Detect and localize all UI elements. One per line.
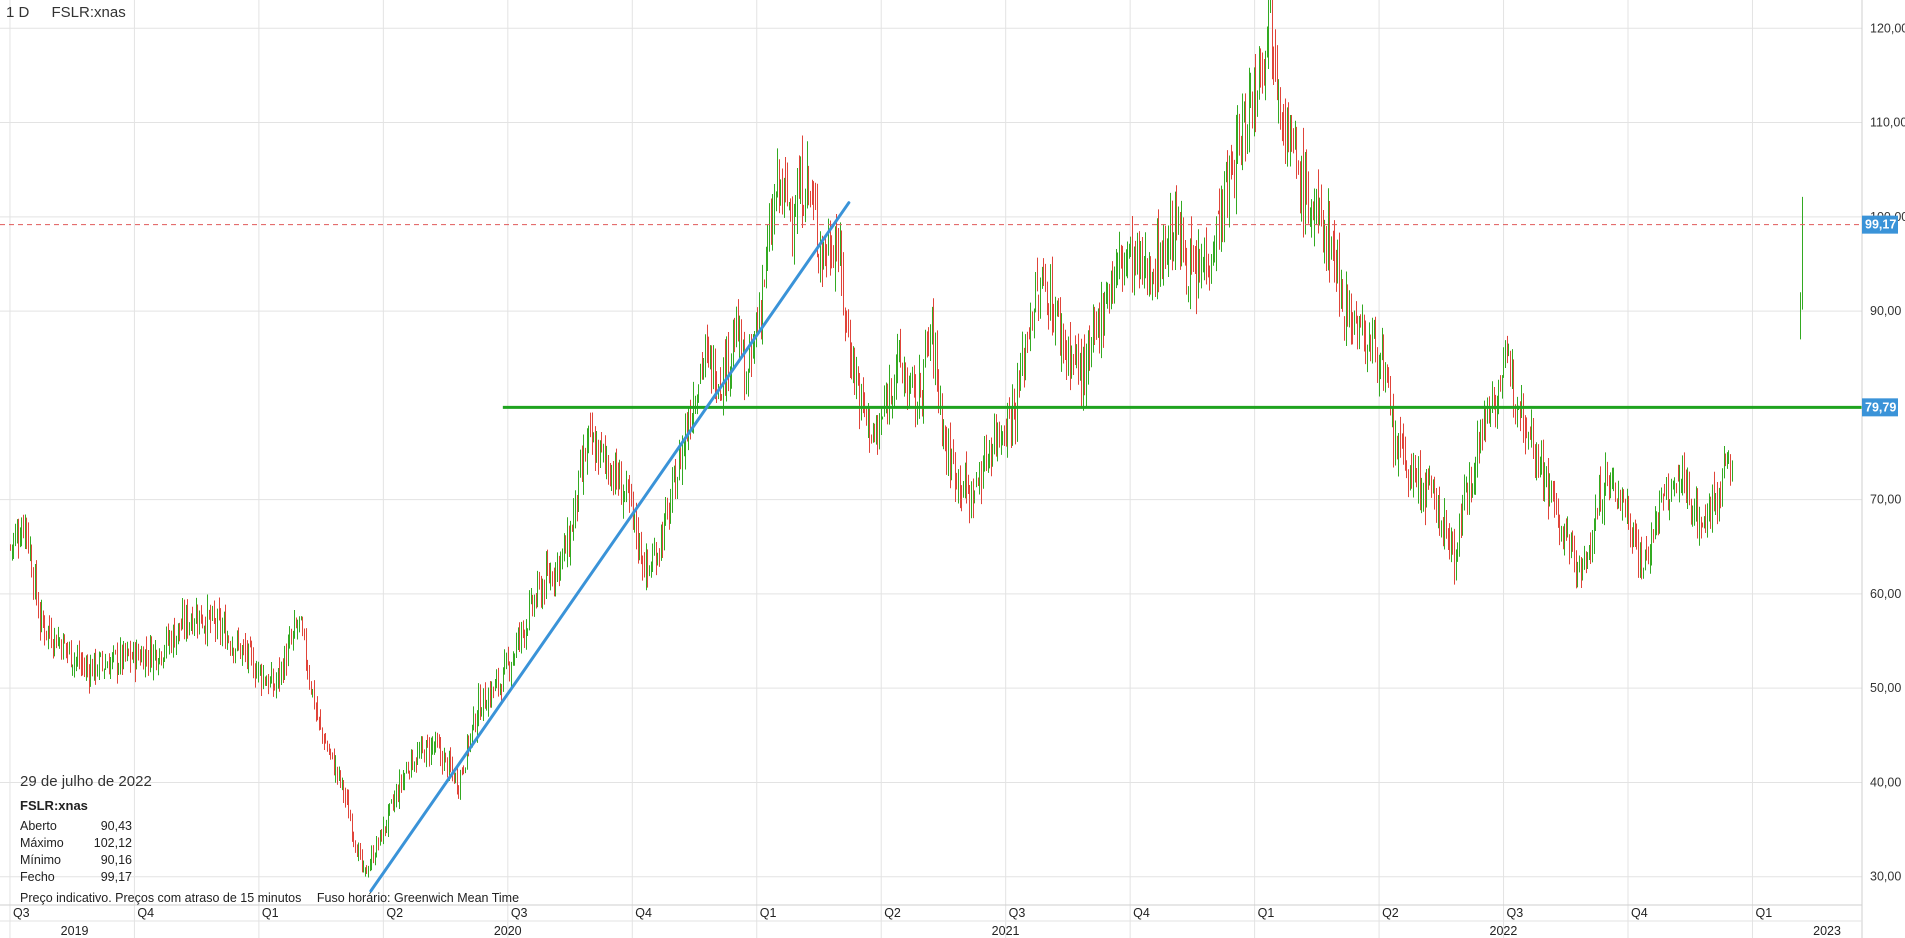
footer-note: Preço indicativo. Preços com atraso de 1… xyxy=(20,891,531,905)
ohlc-table: Aberto 90,43 Máximo 102,12 Mínimo 90,16 Fec… xyxy=(20,818,132,886)
x-quarter-label: Q4 xyxy=(137,906,154,920)
x-year-label: 2020 xyxy=(494,924,522,938)
x-quarter-label: Q1 xyxy=(760,906,777,920)
x-quarter-label: Q4 xyxy=(1133,906,1150,920)
y-tick-label: 120,00 xyxy=(1870,21,1905,35)
delay-note: Preço indicativo. Preços com atraso de 1… xyxy=(20,891,302,905)
x-quarter-label: Q2 xyxy=(884,906,901,920)
symbol-label[interactable]: FSLR:xnas xyxy=(51,4,126,21)
ohlc-row-high: Máximo 102,12 xyxy=(20,836,132,850)
x-quarter-label: Q3 xyxy=(511,906,528,920)
support-price-badge xyxy=(1862,398,1898,417)
x-year-label: 2021 xyxy=(992,924,1020,938)
y-tick-label: 30,00 xyxy=(1870,870,1901,884)
ohlc-info-panel: 29 de julho de 2022 FSLR:xnas Aberto 90,4… xyxy=(20,773,152,886)
interval-label[interactable]: 1 D xyxy=(6,4,30,21)
ohlc-bars xyxy=(10,0,1803,878)
ohlc-row-open: Aberto 90,43 xyxy=(20,819,132,833)
price-axis[interactable]: 120,00110,00100,0090,0070,0060,0050,0040… xyxy=(1861,0,1905,938)
x-quarter-label: Q3 xyxy=(13,906,30,920)
x-quarter-label: Q1 xyxy=(1258,906,1275,920)
info-date: 29 de julho de 2022 xyxy=(20,773,152,790)
ohlc-row-close: Fecho 99,17 xyxy=(20,870,132,884)
y-tick-label: 40,00 xyxy=(1870,775,1901,789)
chart-grid xyxy=(0,0,1862,938)
y-tick-label: 90,00 xyxy=(1870,304,1901,318)
y-tick-label: 70,00 xyxy=(1870,493,1901,507)
x-year-label: 2019 xyxy=(61,924,89,938)
y-tick-label: 50,00 xyxy=(1870,681,1901,695)
x-quarter-label: Q4 xyxy=(635,906,652,920)
y-tick-label: 60,00 xyxy=(1870,587,1901,601)
info-symbol: FSLR:xnas xyxy=(20,798,88,813)
x-quarter-label: Q4 xyxy=(1631,906,1648,920)
x-quarter-label: Q2 xyxy=(386,906,403,920)
current-price-label: 99,17 xyxy=(1865,218,1896,232)
drawings xyxy=(0,201,1862,893)
x-quarter-label: Q1 xyxy=(262,906,279,920)
current-price-badge xyxy=(1862,215,1898,234)
trendline xyxy=(369,201,851,893)
support-price-label: 79,79 xyxy=(1865,400,1896,414)
chart-header: 1 D FSLR:xnas xyxy=(6,4,144,21)
x-quarter-label: Q3 xyxy=(1009,906,1026,920)
x-year-label: 2022 xyxy=(1490,924,1518,938)
timezone-note: Fuso horário: Greenwich Mean Time xyxy=(316,891,520,905)
x-quarter-label: Q2 xyxy=(1382,906,1399,920)
x-year-label: 2023 xyxy=(1813,924,1841,938)
x-quarter-label: Q1 xyxy=(1755,906,1772,920)
ohlc-row-low: Mínimo 90,16 xyxy=(20,853,132,867)
time-axis[interactable]: Q3 Q4 Q1 Q2 Q3 Q4 Q1 Q2 Q3 Q4 Q1 Q2 Q3 Q4 Q1 2019 2020 20… xyxy=(0,904,1862,938)
y-tick-label: 110,00 xyxy=(1870,116,1905,130)
x-quarter-label: Q3 xyxy=(1507,906,1524,920)
